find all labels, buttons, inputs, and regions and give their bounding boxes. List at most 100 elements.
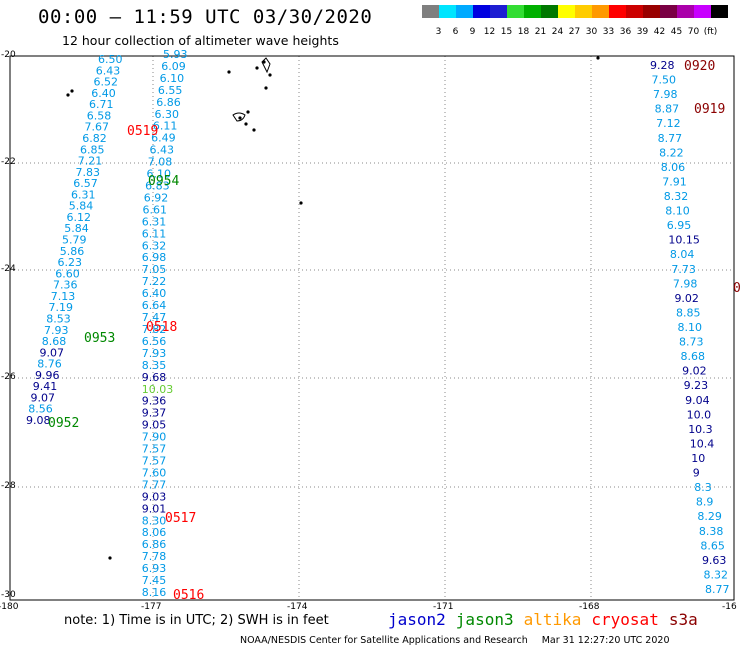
island-outline bbox=[261, 57, 271, 74]
colorbar-label: 33 bbox=[602, 27, 615, 37]
wave-height-value: 10 bbox=[691, 452, 705, 465]
wave-height-value: 6.09 bbox=[161, 60, 186, 73]
wave-height-value: 5.86 bbox=[60, 245, 85, 258]
wave-height-value: 6.61 bbox=[142, 203, 167, 216]
colorbar-swatch bbox=[507, 5, 524, 18]
wave-height-value: 9.02 bbox=[674, 292, 699, 305]
colorbar-label: 3 bbox=[435, 27, 442, 37]
wave-height-value: 8.65 bbox=[700, 539, 725, 552]
colorbar-label: 42 bbox=[653, 27, 666, 37]
wave-height-value: 7.73 bbox=[671, 263, 696, 276]
lon-tick-label: -177 bbox=[141, 602, 162, 612]
pass-time-label: 0518 bbox=[146, 320, 177, 335]
wave-height-value: 6.86 bbox=[142, 538, 167, 551]
wave-height-value: 8.87 bbox=[655, 103, 680, 116]
wave-height-value: 6.56 bbox=[142, 335, 167, 348]
lat-tick-label: -20 bbox=[1, 50, 16, 60]
wave-height-value: 8.32 bbox=[703, 568, 728, 581]
wave-height-value: 8.38 bbox=[699, 525, 724, 538]
wave-height-value: 8.30 bbox=[142, 514, 167, 527]
colorbar-swatch bbox=[643, 5, 660, 18]
wave-height-value: 8.06 bbox=[661, 161, 686, 174]
wave-height-value: 8.53 bbox=[46, 312, 71, 325]
pass-time-label: 0953 bbox=[84, 331, 115, 346]
legend-cryosat: cryosat bbox=[591, 610, 659, 629]
colorbar-swatch bbox=[473, 5, 490, 18]
wave-height-value: 8.85 bbox=[676, 306, 701, 319]
wave-height-value: 8.10 bbox=[678, 321, 703, 334]
wave-height-value: 8.06 bbox=[142, 526, 167, 539]
wave-height-value: 6.11 bbox=[153, 120, 178, 133]
wave-height-value: 6.83 bbox=[145, 180, 170, 193]
wave-height-value: 10.3 bbox=[688, 423, 713, 436]
wave-height-value: 8.35 bbox=[142, 359, 167, 372]
island-dot bbox=[70, 89, 74, 93]
wave-height-value: 6.60 bbox=[55, 267, 80, 280]
wave-height-value: 7.22 bbox=[142, 275, 167, 288]
wave-height-value: 6.57 bbox=[73, 177, 98, 190]
colorbar-swatch bbox=[609, 5, 626, 18]
wave-height-value: 6.40 bbox=[91, 87, 116, 100]
wave-height-value: 7.47 bbox=[142, 311, 167, 324]
pass-time-label: 0952 bbox=[48, 416, 79, 431]
wave-height-value: 6.52 bbox=[94, 76, 119, 89]
island-dot bbox=[264, 86, 268, 90]
wave-height-value: 6.93 bbox=[142, 562, 167, 575]
wave-height-value: 6.95 bbox=[667, 219, 692, 232]
lon-tick-label: -180 bbox=[0, 602, 19, 612]
wave-height-value: 6.10 bbox=[160, 72, 185, 85]
credit-timestamp: Mar 31 12:27:20 UTC 2020 bbox=[541, 635, 670, 646]
wave-height-value: 5.84 bbox=[64, 222, 89, 235]
wave-height-value: 8.9 bbox=[696, 496, 714, 509]
wave-height-value: 9.68 bbox=[142, 371, 167, 384]
island-dot bbox=[244, 122, 248, 126]
wave-height-value: 9.28 bbox=[650, 59, 675, 72]
wave-height-value: 7.90 bbox=[142, 431, 167, 444]
wave-height-value: 7.12 bbox=[656, 117, 681, 130]
wave-height-value: 8.3 bbox=[694, 481, 712, 494]
wave-height-value: 8.22 bbox=[659, 146, 684, 159]
legend-s3a: s3a bbox=[668, 610, 698, 629]
lon-tick-label: -174 bbox=[287, 602, 308, 612]
wave-height-value: 7.78 bbox=[142, 550, 167, 563]
wave-height-value: 6.71 bbox=[89, 98, 114, 111]
wave-height-value: 9.04 bbox=[685, 394, 710, 407]
wave-height-value: 6.23 bbox=[58, 256, 83, 269]
island-dot bbox=[268, 73, 272, 77]
wave-height-value: 6.31 bbox=[71, 188, 96, 201]
wave-height-value: 6.10 bbox=[146, 168, 171, 181]
colorbar-swatch bbox=[456, 5, 473, 18]
lat-tick-label: -30 bbox=[1, 590, 16, 600]
island-dot bbox=[238, 116, 242, 120]
colorbar-label: 30 bbox=[585, 27, 598, 37]
colorbar-label: 39 bbox=[636, 27, 649, 37]
wave-height-value: 7.83 bbox=[76, 166, 101, 179]
pass-time-label: 0 bbox=[733, 281, 740, 296]
wave-height-value: 8.10 bbox=[665, 205, 690, 218]
wave-height-value: 8.68 bbox=[42, 335, 67, 348]
wave-height-value: 6.43 bbox=[149, 144, 174, 157]
pass-time-label: 0954 bbox=[148, 174, 179, 189]
wave-height-value: 9.41 bbox=[33, 380, 58, 393]
wave-height-value: 7.93 bbox=[142, 347, 167, 360]
wave-height-value: 7.77 bbox=[142, 478, 167, 491]
wave-height-value: 6.55 bbox=[158, 84, 183, 97]
island-dot bbox=[596, 56, 600, 60]
colorbar-swatch bbox=[677, 5, 694, 18]
island-dot bbox=[299, 201, 303, 205]
colorbar-label: 9 bbox=[469, 27, 476, 37]
wave-height-value: 8.04 bbox=[670, 248, 695, 261]
grid-lines bbox=[10, 56, 734, 600]
credit-line: NOAA/NESDIS Center for Satellite Applica… bbox=[240, 635, 670, 646]
page-subtitle: 12 hour collection of altimeter wave hei… bbox=[62, 33, 339, 48]
pass-time-label: 0516 bbox=[173, 588, 204, 603]
colorbar-label: 45 bbox=[670, 27, 683, 37]
legend-jason3: jason3 bbox=[455, 610, 514, 629]
wave-height-value: 9.02 bbox=[682, 365, 707, 378]
lat-tick-label: -22 bbox=[1, 157, 16, 167]
lat-tick-label: -26 bbox=[1, 372, 16, 382]
wave-height-value: 5.93 bbox=[163, 48, 188, 61]
wave-height-value: 7.05 bbox=[142, 263, 167, 276]
wave-height-value: 8.77 bbox=[705, 583, 730, 596]
